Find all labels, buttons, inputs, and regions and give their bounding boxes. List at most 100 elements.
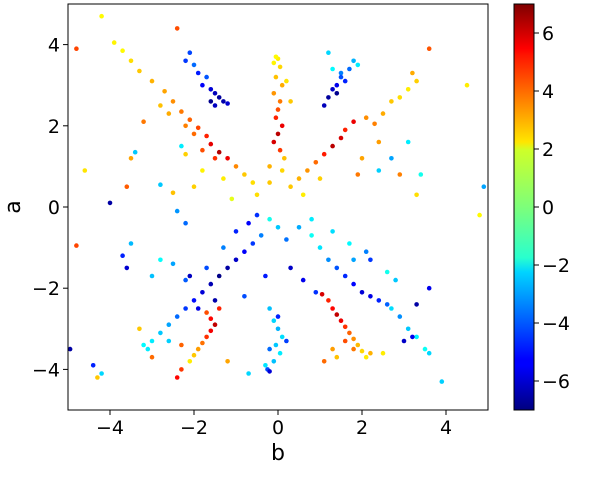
colorbar-tick-label: 6 — [542, 23, 554, 45]
y-tick-label: 4 — [48, 35, 60, 57]
data-point — [368, 294, 373, 299]
data-point — [183, 123, 188, 129]
data-point — [334, 265, 340, 271]
data-point — [271, 359, 277, 364]
data-point — [187, 359, 193, 364]
data-point — [376, 168, 382, 173]
data-point — [351, 58, 356, 64]
data-point — [267, 164, 272, 169]
data-point — [288, 265, 293, 271]
scatter-points — [67, 13, 487, 384]
data-point — [347, 241, 352, 246]
data-point — [183, 277, 188, 283]
data-point — [300, 277, 306, 283]
data-point — [330, 229, 335, 234]
data-point — [397, 172, 403, 177]
data-point — [418, 172, 424, 177]
data-point — [267, 180, 272, 185]
data-point — [414, 334, 419, 340]
data-point — [149, 273, 155, 279]
colorbar — [513, 3, 535, 411]
data-point — [179, 342, 184, 348]
data-point — [216, 149, 222, 155]
data-point — [279, 82, 285, 88]
x-tick-label: 2 — [356, 417, 368, 439]
data-point — [271, 318, 277, 324]
data-point — [74, 243, 79, 248]
data-point — [330, 66, 335, 72]
data-point — [277, 147, 283, 153]
data-point — [405, 87, 411, 92]
data-point — [355, 172, 361, 177]
data-point — [288, 184, 293, 189]
data-point — [300, 192, 306, 198]
data-point — [183, 220, 188, 226]
data-point — [338, 135, 344, 141]
data-point — [414, 302, 419, 307]
data-point — [179, 143, 184, 149]
y-axis-ticks: −4 −2 0 2 4 — [32, 35, 68, 381]
data-point — [200, 168, 205, 173]
data-point — [368, 257, 373, 263]
y-tick-label: 0 — [48, 197, 60, 219]
data-point — [405, 139, 411, 145]
data-point — [204, 334, 209, 340]
data-point — [321, 359, 327, 364]
data-point — [355, 62, 361, 68]
data-point — [426, 46, 432, 51]
data-point — [273, 115, 279, 120]
data-point — [342, 78, 348, 84]
data-point — [242, 172, 247, 177]
data-point — [242, 294, 247, 299]
data-point — [191, 62, 197, 68]
data-point — [233, 257, 239, 263]
data-point — [158, 103, 163, 108]
data-point — [338, 318, 344, 324]
colorbar-ticks: −6 −4 −2 0 2 4 6 — [534, 23, 570, 393]
data-point — [317, 245, 323, 250]
data-point — [414, 78, 419, 84]
data-point — [342, 127, 348, 133]
data-point — [275, 107, 281, 112]
data-point — [351, 336, 356, 342]
data-point — [305, 168, 310, 173]
data-point — [170, 190, 176, 196]
data-point — [309, 233, 314, 238]
data-point — [334, 82, 340, 88]
data-point — [191, 131, 197, 137]
data-point — [107, 200, 113, 206]
data-point — [229, 196, 235, 202]
data-point — [149, 354, 155, 360]
data-point — [195, 346, 201, 352]
data-point — [363, 354, 369, 360]
data-point — [187, 50, 193, 55]
data-point — [380, 111, 386, 116]
data-point — [204, 265, 209, 271]
data-point — [99, 13, 104, 19]
data-point — [273, 54, 279, 60]
data-point — [267, 216, 272, 222]
data-point — [326, 50, 331, 55]
data-point — [393, 277, 398, 283]
data-point — [141, 119, 146, 124]
data-point — [183, 306, 188, 311]
data-point — [141, 342, 146, 348]
data-point — [296, 225, 302, 230]
data-point — [195, 70, 201, 76]
data-point — [216, 306, 222, 311]
data-point — [338, 70, 344, 76]
data-point — [208, 87, 214, 92]
x-tick-label: 4 — [440, 417, 452, 439]
data-point — [221, 245, 226, 250]
data-point — [204, 310, 209, 315]
data-point — [132, 149, 138, 155]
data-point — [208, 99, 214, 104]
data-point — [271, 91, 277, 96]
data-point — [359, 156, 365, 161]
data-point — [334, 312, 340, 317]
data-point — [401, 338, 407, 344]
data-point — [426, 350, 432, 356]
data-point — [124, 265, 130, 271]
data-point — [225, 156, 230, 161]
